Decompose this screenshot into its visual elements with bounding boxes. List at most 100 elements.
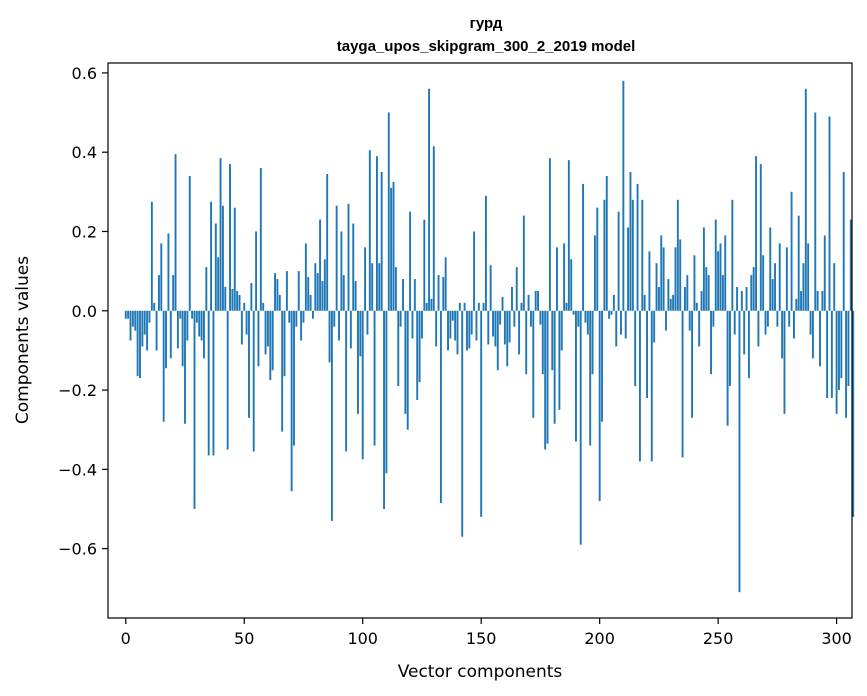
bar xyxy=(551,310,554,371)
bar xyxy=(603,199,606,311)
bar xyxy=(271,310,274,371)
bar xyxy=(295,310,298,327)
bar xyxy=(577,310,580,327)
bar xyxy=(774,263,776,311)
bar xyxy=(248,310,250,418)
bar xyxy=(691,310,694,418)
y-tick-label: −0.6 xyxy=(58,540,97,559)
bar xyxy=(266,310,269,347)
bar xyxy=(589,310,592,446)
bar xyxy=(667,279,670,311)
bar xyxy=(489,265,492,311)
bar xyxy=(492,310,494,337)
y-tick-label: 0.0 xyxy=(72,302,97,321)
bar xyxy=(686,275,689,311)
bar xyxy=(326,174,329,311)
bar xyxy=(724,235,727,311)
bar xyxy=(233,207,236,311)
bar xyxy=(262,302,265,311)
bar xyxy=(769,227,772,311)
x-tick-label: 50 xyxy=(234,629,254,648)
bar xyxy=(203,310,205,359)
bar xyxy=(146,310,149,351)
bar xyxy=(610,310,613,315)
bar xyxy=(269,310,272,381)
bar xyxy=(503,310,506,345)
bar xyxy=(207,310,210,456)
bar xyxy=(150,201,153,311)
bar xyxy=(733,310,736,335)
bar xyxy=(586,310,589,335)
bar xyxy=(539,310,542,325)
bar xyxy=(375,156,378,311)
bar xyxy=(373,310,376,446)
bar xyxy=(710,310,712,375)
plot-frame xyxy=(107,62,853,619)
bar xyxy=(745,286,748,311)
x-tick-label: 100 xyxy=(347,629,378,648)
bar xyxy=(679,239,682,311)
bar xyxy=(641,199,644,311)
bar xyxy=(129,310,132,341)
bar xyxy=(361,310,364,460)
bar xyxy=(198,310,201,337)
bar xyxy=(546,310,549,444)
bar xyxy=(657,286,660,311)
bar xyxy=(480,310,483,517)
bar xyxy=(274,273,276,311)
bar xyxy=(160,243,163,311)
bar xyxy=(700,290,703,311)
bar xyxy=(409,211,412,311)
bar xyxy=(176,310,179,349)
bar xyxy=(333,310,336,327)
bar xyxy=(297,271,300,311)
bar xyxy=(240,310,243,345)
bar xyxy=(537,290,539,311)
bar xyxy=(338,310,340,341)
bar xyxy=(387,112,390,311)
bar xyxy=(572,310,575,315)
bar xyxy=(392,181,395,311)
bar xyxy=(385,310,388,474)
bar xyxy=(575,310,577,442)
bar xyxy=(826,310,829,398)
bar xyxy=(463,302,466,311)
bar xyxy=(511,286,513,311)
bar xyxy=(598,310,601,502)
bar xyxy=(828,116,831,311)
bar xyxy=(596,207,599,311)
bar xyxy=(423,219,426,311)
bar xyxy=(738,310,741,593)
bar xyxy=(250,283,253,311)
bar xyxy=(397,310,400,387)
bar xyxy=(750,275,753,311)
y-axis-ticks: −0.6 −0.4 −0.2 0.0 0.2 0.4 0.6 xyxy=(58,64,108,559)
y-tick-label: 0.4 xyxy=(72,143,97,162)
bar xyxy=(522,215,525,311)
bar xyxy=(582,183,585,311)
bar xyxy=(631,199,634,311)
bar xyxy=(778,243,781,311)
bar xyxy=(435,310,438,347)
chart-title: гурд xyxy=(470,15,503,32)
bar xyxy=(418,310,421,383)
x-axis-ticks: 0 50 100 150 200 250 300 xyxy=(121,618,852,648)
bar xyxy=(797,215,800,311)
bar xyxy=(674,247,677,311)
bar xyxy=(127,310,130,319)
bar xyxy=(255,231,258,311)
bar xyxy=(304,243,307,311)
bar xyxy=(224,286,227,311)
bar xyxy=(243,302,246,311)
bar xyxy=(788,310,791,327)
bar xyxy=(736,286,739,311)
bar xyxy=(793,310,795,339)
bar xyxy=(593,235,596,311)
bar xyxy=(345,310,348,452)
bar xyxy=(660,235,663,311)
chart-subtitle: tayga_upos_skipgram_300_2_2019 model xyxy=(337,38,636,55)
bar xyxy=(421,310,423,339)
bar xyxy=(627,227,630,311)
bar xyxy=(795,298,798,311)
bar xyxy=(662,247,665,311)
